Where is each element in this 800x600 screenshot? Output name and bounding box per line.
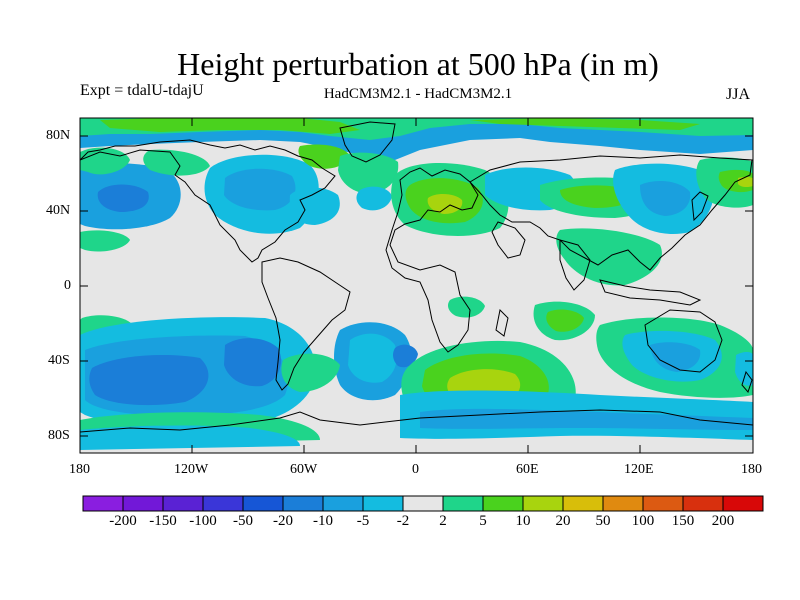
- colorbar-label: 50: [595, 513, 611, 529]
- colorbar-swatch: [722, 495, 764, 512]
- colorbar-swatch: [402, 495, 444, 512]
- lat-tick-label: 80N: [46, 128, 71, 143]
- lat-tick-label: 0: [64, 278, 71, 293]
- colorbar-swatch: [282, 495, 324, 512]
- colorbar-label: -200: [109, 513, 137, 529]
- colorbar-swatch: [202, 495, 244, 512]
- colorbar-label: 2: [439, 513, 447, 529]
- contour-region: [393, 344, 418, 368]
- lat-tick-label: 80S: [48, 428, 70, 443]
- lat-tick-label: 40N: [46, 203, 71, 218]
- contour-region: [640, 180, 691, 216]
- contour-region: [348, 333, 397, 383]
- coastline-madagascar: [495, 308, 509, 337]
- contour-region: [224, 168, 296, 211]
- colorbar-swatch: [562, 495, 604, 512]
- colorbar-swatch: [362, 495, 404, 512]
- colorbar-swatch: [482, 495, 524, 512]
- colorbar-label: -150: [149, 513, 177, 529]
- contour-region: [738, 176, 753, 188]
- coastline-india: [559, 239, 591, 291]
- colorbar-swatch: [82, 495, 124, 512]
- lon-tick-label: 180: [69, 462, 90, 477]
- coastline-antarctica: [80, 409, 753, 433]
- coastline-asia: [469, 154, 753, 271]
- coastline-new-zealand: [741, 370, 753, 393]
- contour-region: [89, 355, 209, 406]
- contour-region: [448, 296, 485, 318]
- colorbar-label: 150: [671, 513, 695, 529]
- contour-region: [281, 353, 340, 392]
- lon-tick-label: 60W: [290, 462, 318, 477]
- coastline-australia: [644, 309, 723, 373]
- colorbar-swatch: [122, 495, 164, 512]
- colorbar-label: 5: [479, 513, 487, 529]
- contour-region: [427, 194, 463, 214]
- colorbar-swatch: [242, 495, 284, 512]
- colorbar-label: -20: [273, 513, 293, 529]
- figure-title: Height perturbation at 500 hPa (in m): [177, 46, 659, 82]
- colorbar-label: 200: [711, 513, 735, 529]
- colorbar-swatch: [522, 495, 564, 512]
- contour-region: [224, 338, 282, 387]
- lon-tick-label: 0: [412, 462, 419, 477]
- colorbar-label: -2: [396, 513, 410, 529]
- contour-region: [338, 152, 399, 194]
- contour-region: [356, 186, 392, 211]
- contour-region: [546, 309, 584, 332]
- colorbar-label: -100: [189, 513, 217, 529]
- coastline-greenland: [339, 121, 396, 163]
- contour-region: [80, 230, 130, 252]
- lat-tick-marks: [80, 135, 753, 437]
- colorbar-label: -50: [233, 513, 253, 529]
- contour-fields: [80, 118, 753, 450]
- colorbar-label: 20: [555, 513, 571, 529]
- lon-tick-label: 120W: [174, 462, 209, 477]
- colorbar-swatch: [682, 495, 724, 512]
- lon-tick-marks: [79, 118, 754, 453]
- contour-region: [650, 342, 701, 372]
- experiment-label: Expt = tdalU-tdajU: [80, 82, 204, 99]
- colorbar-label: 10: [515, 513, 531, 529]
- coastline-south-america: [261, 257, 351, 391]
- contour-region: [143, 149, 210, 176]
- contour-region: [80, 147, 130, 175]
- colorbar-label: 100: [631, 513, 655, 529]
- lon-tick-label: 180: [741, 462, 762, 477]
- model-label: HadCM3M2.1 - HadCM3M2.1: [323, 86, 513, 102]
- colorbar-swatch: [322, 495, 364, 512]
- colorbar-swatch: [642, 495, 684, 512]
- coastline-arabia: [491, 221, 526, 259]
- coastline-indonesia: [599, 279, 702, 306]
- colorbar-swatch: [162, 495, 204, 512]
- lon-tick-label: 120E: [624, 462, 654, 477]
- contour-region: [298, 144, 350, 169]
- colorbar-label: -5: [356, 513, 370, 529]
- contour-region: [100, 118, 360, 134]
- coastline-north-america: [80, 139, 336, 263]
- lon-tick-label: 60E: [516, 462, 539, 477]
- coastlines: [80, 121, 753, 433]
- contour-region: [97, 184, 149, 212]
- season-label: JJA: [726, 86, 751, 103]
- colorbar-swatch: [442, 495, 484, 512]
- contour-region: [735, 351, 753, 386]
- lat-tick-label: 40S: [48, 353, 70, 368]
- contour-region: [80, 425, 300, 450]
- colorbar-swatch: [602, 495, 644, 512]
- colorbar: [82, 495, 764, 512]
- colorbar-label: -10: [313, 513, 333, 529]
- coastline-japan: [691, 191, 709, 222]
